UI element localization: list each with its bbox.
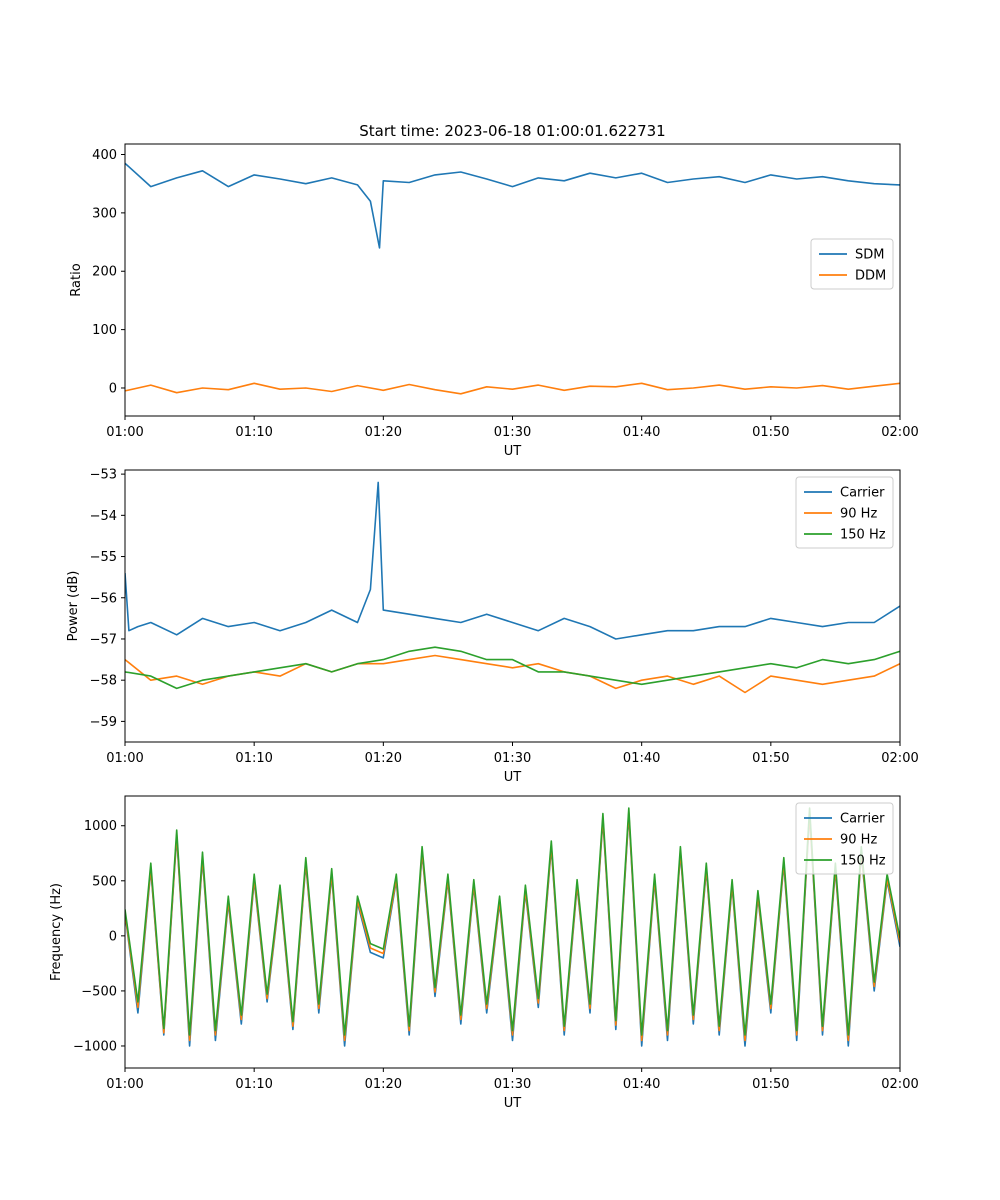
subplot-1: 01:00 01:10 01:20 01:30 01:40 01:50 02:00 0 100 2… bbox=[69, 143, 919, 459]
y-tick-label: 500 bbox=[92, 874, 117, 889]
legend-label-sdm: SDM bbox=[855, 248, 884, 263]
x-tick-label: 01:50 bbox=[752, 425, 789, 440]
series-line-sdm bbox=[125, 162, 900, 249]
legend-box bbox=[795, 802, 894, 875]
y-tick-label: −56 bbox=[90, 591, 117, 606]
y-tick-label: −55 bbox=[90, 550, 117, 565]
x-tick-label: 01:40 bbox=[623, 425, 660, 440]
y-tick-label: −500 bbox=[81, 984, 117, 999]
y-axis-label: Ratio bbox=[69, 263, 84, 296]
x-tick-label: 01:00 bbox=[106, 1077, 143, 1092]
figure-title: Start time: 2023-06-18 01:00:01.622731 bbox=[359, 122, 665, 140]
y-axis-label: Frequency (Hz) bbox=[49, 883, 64, 981]
series-line-carrier bbox=[125, 481, 900, 640]
x-tick-label: 01:30 bbox=[494, 751, 531, 766]
x-tick-label: 01:20 bbox=[365, 1077, 402, 1092]
legend-label-carrier: Carrier bbox=[840, 486, 885, 501]
x-tick-label: 01:40 bbox=[623, 751, 660, 766]
legend: Carrier 90 Hz 150 Hz bbox=[795, 476, 894, 549]
x-tick-label: 02:00 bbox=[881, 425, 918, 440]
x-tick-label: 01:00 bbox=[106, 751, 143, 766]
series-line-150-hz bbox=[125, 646, 900, 690]
y-tick-label: −59 bbox=[90, 715, 117, 730]
legend-label-90-hz: 90 Hz bbox=[840, 507, 877, 522]
x-axis-label: UT bbox=[504, 444, 522, 459]
legend: SDM DDM bbox=[810, 238, 894, 290]
y-tick-label: 1000 bbox=[84, 819, 117, 834]
x-tick-label: 02:00 bbox=[881, 751, 918, 766]
legend-label-ddm: DDM bbox=[855, 269, 886, 284]
y-axis-label: Power (dB) bbox=[66, 571, 81, 642]
legend-box bbox=[810, 238, 894, 290]
y-tick-label: −1000 bbox=[73, 1039, 117, 1054]
series-line-150-hz bbox=[125, 807, 900, 1036]
x-tick-label: 01:30 bbox=[494, 425, 531, 440]
series-line-ddm bbox=[125, 382, 900, 395]
x-axis-label: UT bbox=[504, 770, 522, 785]
subplot-2: 01:00 01:10 01:20 01:30 01:40 01:50 02:00 −53 −5… bbox=[66, 468, 919, 785]
x-tick-label: 01:50 bbox=[752, 1077, 789, 1092]
subplot-3: 01:00 01:10 01:20 01:30 01:40 01:50 02:00 1000 5… bbox=[49, 795, 919, 1111]
legend-label-90-hz: 90 Hz bbox=[840, 833, 877, 848]
x-tick-label: 01:10 bbox=[235, 425, 272, 440]
x-tick-label: 01:40 bbox=[623, 1077, 660, 1092]
x-tick-label: 01:50 bbox=[752, 751, 789, 766]
x-tick-label: 01:10 bbox=[235, 1077, 272, 1092]
legend-label-150-hz: 150 Hz bbox=[840, 528, 886, 543]
x-tick-label: 01:20 bbox=[365, 751, 402, 766]
y-tick-label: 400 bbox=[92, 148, 117, 163]
y-tick-label: 300 bbox=[92, 206, 117, 221]
y-tick-label: 100 bbox=[92, 323, 117, 338]
legend-box bbox=[795, 476, 894, 549]
y-tick-label: 0 bbox=[109, 381, 117, 396]
y-tick-label: −57 bbox=[90, 632, 117, 647]
y-tick-label: 200 bbox=[92, 265, 117, 280]
y-tick-label: −54 bbox=[90, 509, 117, 524]
y-tick-label: −53 bbox=[90, 468, 117, 483]
legend-label-carrier: Carrier bbox=[840, 812, 885, 827]
y-tick-label: −58 bbox=[90, 674, 117, 689]
y-tick-label: 0 bbox=[109, 929, 117, 944]
x-tick-label: 01:30 bbox=[494, 1077, 531, 1092]
x-tick-label: 01:00 bbox=[106, 425, 143, 440]
x-tick-label: 01:20 bbox=[365, 425, 402, 440]
x-axis-label: UT bbox=[504, 1096, 522, 1111]
x-tick-label: 01:10 bbox=[235, 751, 272, 766]
x-tick-label: 02:00 bbox=[881, 1077, 918, 1092]
plots-container: 01:00 01:10 01:20 01:30 01:40 01:50 02:00 0 100 2… bbox=[49, 143, 919, 1111]
legend-label-150-hz: 150 Hz bbox=[840, 854, 886, 869]
legend: Carrier 90 Hz 150 Hz bbox=[795, 802, 894, 875]
